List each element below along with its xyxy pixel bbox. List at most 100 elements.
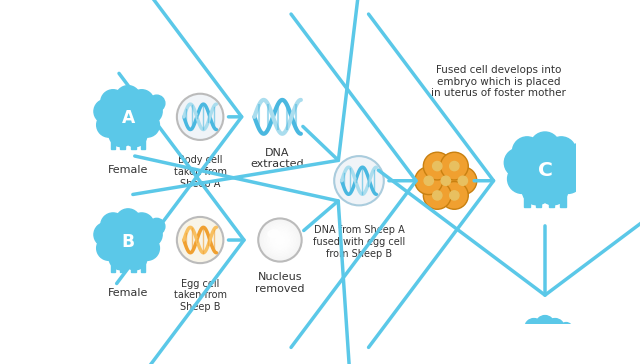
Bar [141,257,145,272]
Circle shape [269,229,291,251]
Circle shape [276,236,284,244]
Circle shape [449,167,477,195]
Circle shape [424,176,433,185]
Circle shape [123,122,147,147]
Text: DNA
extracted: DNA extracted [251,148,305,169]
Circle shape [129,213,154,237]
Text: Body cell
taken from
Sheep A: Body cell taken from Sheep A [173,155,227,189]
Circle shape [116,209,140,233]
Text: Fused cell develops into
embryo which is placed
in uterus of foster mother: Fused cell develops into embryo which is… [431,65,566,98]
Text: Nucleus
removed: Nucleus removed [255,272,305,294]
Circle shape [536,316,554,333]
Circle shape [513,137,541,166]
Circle shape [268,228,292,253]
Text: A: A [122,109,134,127]
Circle shape [556,148,586,177]
Circle shape [259,218,301,262]
Circle shape [432,167,460,195]
Circle shape [263,223,297,257]
Circle shape [531,132,559,161]
Circle shape [266,226,294,254]
Circle shape [177,94,223,140]
Bar [120,134,125,149]
Circle shape [138,222,162,247]
Bar [536,189,541,207]
Circle shape [423,152,451,180]
Circle shape [261,221,299,258]
Circle shape [423,182,451,209]
Circle shape [135,113,159,137]
Circle shape [538,176,568,205]
Circle shape [148,218,165,235]
Bar [141,134,145,149]
Circle shape [259,218,301,262]
Circle shape [94,99,118,124]
Circle shape [264,225,296,256]
Circle shape [546,318,564,337]
Bar [111,134,115,149]
Bar [532,351,536,362]
Bar [111,257,115,272]
Circle shape [553,164,582,193]
Circle shape [433,191,442,200]
Bar [131,134,136,149]
Text: A: A [540,334,550,347]
Ellipse shape [516,149,573,189]
Bar [560,189,566,207]
Ellipse shape [268,230,280,238]
Ellipse shape [104,223,152,257]
Circle shape [100,90,125,114]
Text: Female: Female [108,165,148,175]
Text: Female: Female [108,288,148,298]
Circle shape [458,176,467,185]
Circle shape [109,245,134,270]
Circle shape [279,239,281,241]
Circle shape [148,95,165,111]
Circle shape [522,176,552,205]
Circle shape [552,325,570,344]
Circle shape [97,236,121,260]
Circle shape [415,167,443,195]
Circle shape [450,162,459,171]
Circle shape [550,336,568,353]
Circle shape [275,235,285,245]
Bar [524,189,530,207]
Circle shape [560,323,572,335]
Circle shape [440,152,468,180]
Circle shape [270,230,290,250]
Circle shape [116,86,140,110]
Bar [540,351,543,362]
Circle shape [541,343,559,361]
Circle shape [570,143,589,163]
Bar [548,189,554,207]
Circle shape [138,99,162,124]
Circle shape [129,90,154,114]
Circle shape [109,122,134,147]
Circle shape [531,343,549,361]
Circle shape [504,148,534,177]
Text: DNA from Sheep A
fused with egg cell
from Sheep B: DNA from Sheep A fused with egg cell fro… [313,225,405,258]
Circle shape [94,222,118,247]
Circle shape [273,233,287,247]
Circle shape [522,336,540,353]
Circle shape [520,325,538,344]
Bar [131,257,136,272]
Text: B: B [122,233,134,250]
Circle shape [278,238,282,242]
Circle shape [508,164,537,193]
Circle shape [260,220,300,260]
Circle shape [440,182,468,209]
Circle shape [272,232,288,248]
Circle shape [525,318,543,337]
Ellipse shape [104,100,152,134]
Circle shape [433,162,442,171]
Circle shape [135,236,159,260]
Circle shape [441,176,451,185]
Circle shape [123,245,147,270]
Circle shape [450,191,459,200]
Bar [554,351,558,362]
Circle shape [177,217,223,263]
Circle shape [334,156,384,205]
Circle shape [97,113,121,137]
Text: Egg cell
taken from
Sheep B: Egg cell taken from Sheep B [173,278,227,312]
